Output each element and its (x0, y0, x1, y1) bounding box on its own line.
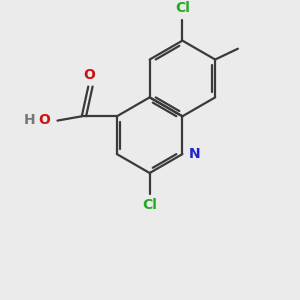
Text: O: O (83, 68, 95, 82)
Text: Cl: Cl (175, 1, 190, 15)
Text: N: N (188, 147, 200, 161)
Text: Cl: Cl (142, 198, 157, 212)
Text: H: H (24, 112, 35, 127)
Text: O: O (38, 112, 50, 127)
